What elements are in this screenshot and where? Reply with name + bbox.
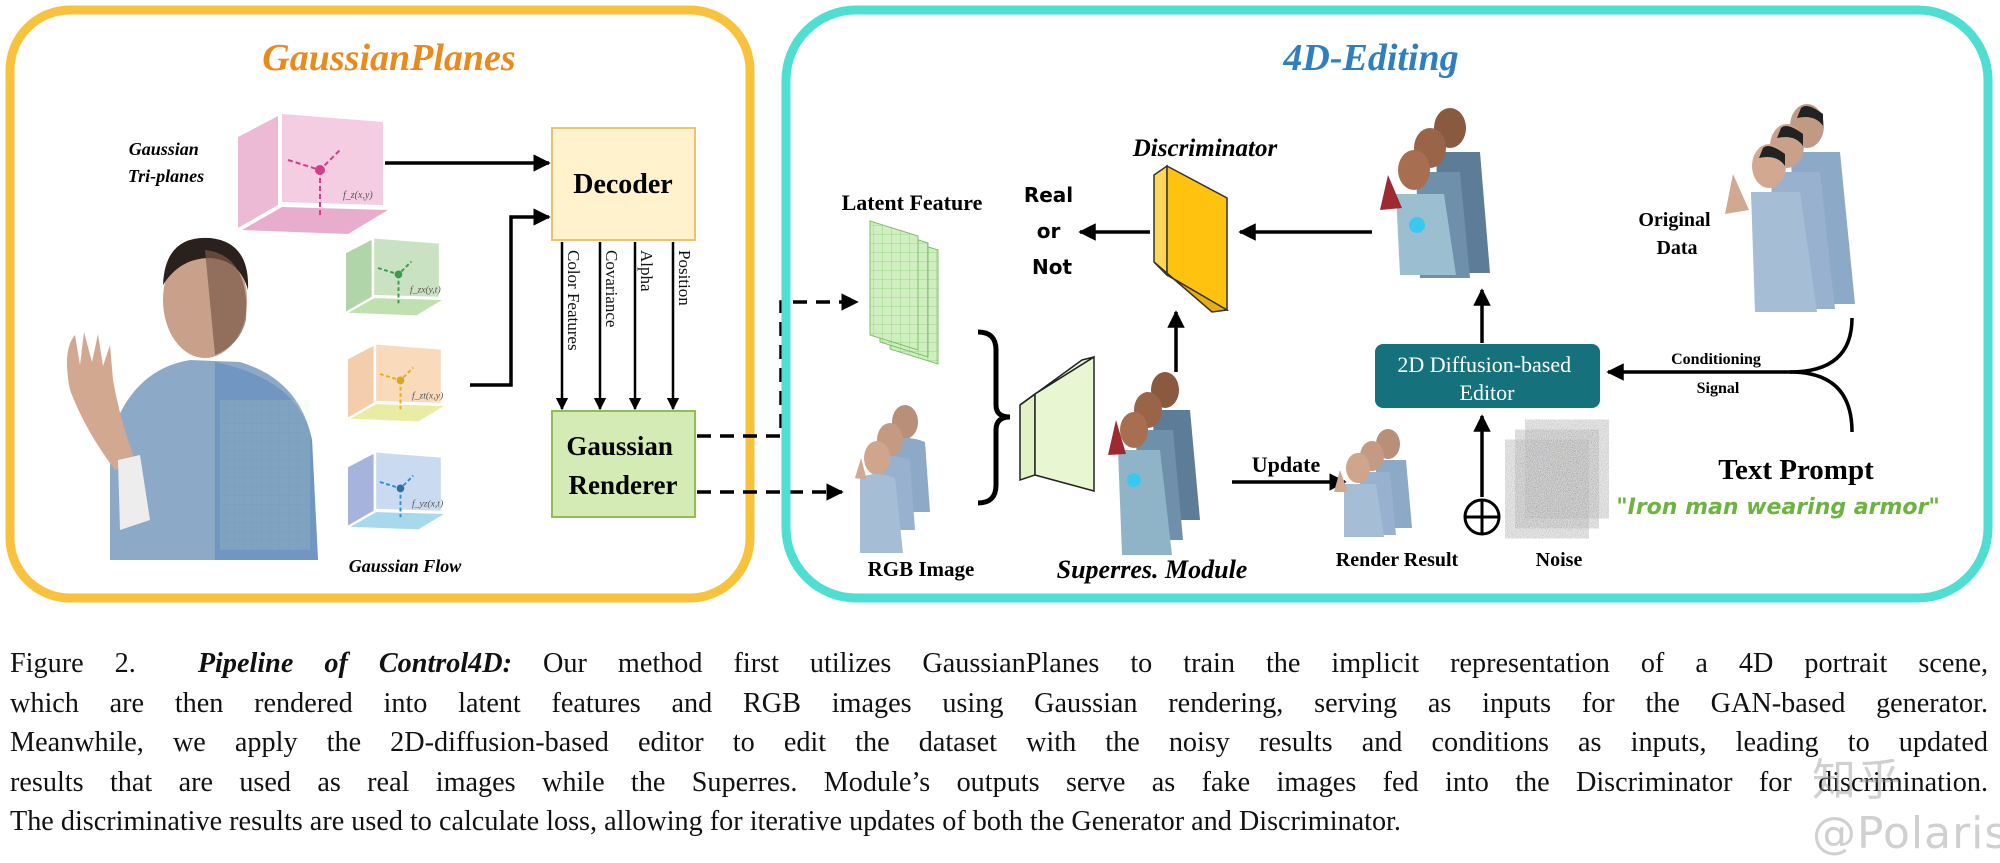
discriminator-prism xyxy=(1153,164,1230,313)
flow-to-decoder-arrow xyxy=(470,208,551,387)
gaussian-renderer-label: Gaussian Renderer xyxy=(566,431,679,500)
gaussianplanes-panel xyxy=(5,5,755,603)
triplanes-label: Gaussian Tri-planes xyxy=(128,139,204,186)
diffusion-editor-box xyxy=(1375,344,1600,408)
caption-title: Pipeline of Control4D: xyxy=(197,648,513,679)
gaussian-flow-label: Gaussian Flow xyxy=(349,556,463,576)
edited-data-image xyxy=(1380,108,1490,278)
original-data-image xyxy=(1725,104,1855,312)
rgb-image-label: RGB Image xyxy=(868,557,975,581)
orange-flow-cube: f_zt(x,y) xyxy=(348,344,444,422)
pink-triplane-cube: f_z(x,y) xyxy=(238,114,388,234)
original-data-curve xyxy=(1789,317,1854,374)
caption-line: Figure 2. Pipeline of Control4D: Our met… xyxy=(10,644,1988,684)
noise-label: Noise xyxy=(1536,549,1583,571)
noise-stack xyxy=(1511,427,1603,531)
4d-editing-panel xyxy=(781,5,1993,603)
pipeline-diagram: GaussianPlanes Gaussian Tri-planes f_z(x… xyxy=(5,5,1993,603)
figure-caption: Figure 2. Pipeline of Control4D: Our met… xyxy=(10,644,1988,842)
text-prompt-curve xyxy=(1789,370,1854,433)
svg-text:f_z(x,y): f_z(x,y) xyxy=(343,190,373,201)
gaussianplanes-title: GaussianPlanes xyxy=(262,37,515,79)
latent-feature-stack xyxy=(869,220,939,365)
diffusion-editor-label: 2D Diffusion-based Editor xyxy=(1397,352,1576,405)
prompt-text: "Iron man wearing armor" xyxy=(1616,495,1940,520)
latent-feature-label: Latent Feature xyxy=(842,190,983,215)
renderer-to-latent-arrow xyxy=(697,293,859,438)
color-features-label: Color Features xyxy=(564,250,583,351)
add-icon xyxy=(1463,498,1501,536)
position-label: Position xyxy=(675,250,694,306)
covariance-label: Covariance xyxy=(602,250,621,327)
watermark: 知乎 @PolarisT xyxy=(1812,755,2000,859)
superres-output-image xyxy=(1108,372,1200,555)
caption-text: Our method first utilizes GaussianPlanes… xyxy=(543,648,1989,679)
caption-line: Meanwhile, we apply the 2D-diffusion-bas… xyxy=(10,727,1988,759)
svg-text:f_zx(y,t): f_zx(y,t) xyxy=(410,284,441,295)
update-label: Update xyxy=(1252,452,1321,477)
render-result-label: Render Result xyxy=(1336,549,1459,571)
alpha-label: Alpha xyxy=(637,250,656,292)
caption-line: results that are used as real images whi… xyxy=(10,766,1988,798)
blue-flow-cube: f_yz(x,t) xyxy=(348,452,444,530)
green-flow-cube: f_zx(y,t) xyxy=(346,238,442,316)
real-or-not-label: Real or Not xyxy=(1024,183,1080,279)
decoder-box xyxy=(551,127,696,241)
svg-text:f_yz(x,t): f_yz(x,t) xyxy=(412,498,443,509)
render-result-image xyxy=(1334,429,1412,537)
figure-label: Figure 2. xyxy=(10,648,136,679)
input-brace xyxy=(977,329,1011,506)
portrait-image xyxy=(66,237,318,560)
rgb-image-stack xyxy=(855,405,930,553)
discriminator-label: Discriminator xyxy=(1132,135,1278,162)
caption-line: The discriminative results are used to c… xyxy=(10,806,1401,838)
caption-line: which are then rendered into latent feat… xyxy=(10,687,1988,719)
conditioning-signal-label: Conditioning Signal xyxy=(1671,351,1765,397)
decoder-label: Decoder xyxy=(573,169,673,200)
gaussian-renderer-box xyxy=(551,410,696,518)
svg-text:f_zt(x,y): f_zt(x,y) xyxy=(412,390,443,401)
text-prompt-label: Text Prompt xyxy=(1718,454,1874,486)
original-data-label: Original Data xyxy=(1638,209,1715,259)
decoder-output-arrows xyxy=(555,242,680,411)
superres-module-label: Superres. Module xyxy=(1057,555,1248,584)
superres-module-prism xyxy=(1019,355,1095,492)
4d-editing-title: 4D-Editing xyxy=(1282,37,1458,79)
